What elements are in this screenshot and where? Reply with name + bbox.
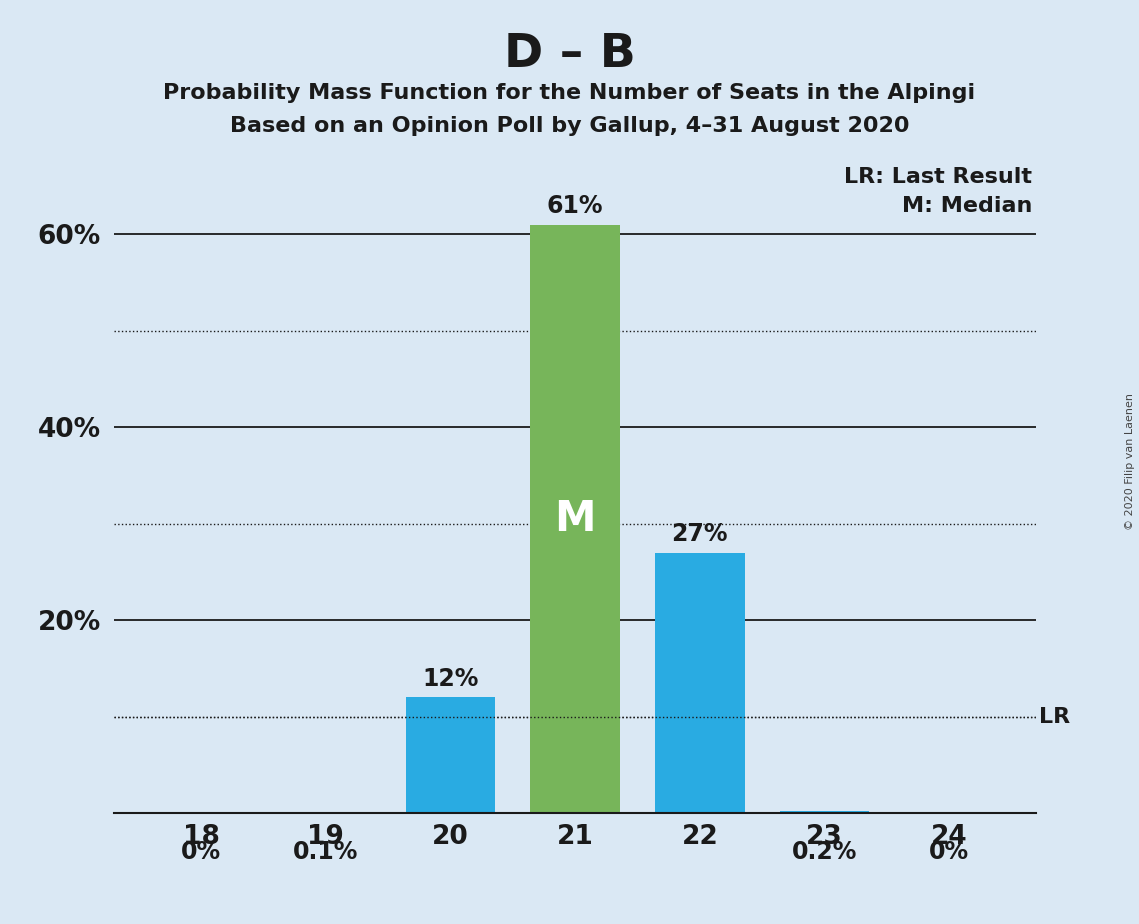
Text: LR: LR [1039, 707, 1071, 726]
Text: M: M [555, 498, 596, 540]
Bar [281, 812, 370, 813]
Text: Based on an Opinion Poll by Gallup, 4–31 August 2020: Based on an Opinion Poll by Gallup, 4–31… [230, 116, 909, 136]
Bar [780, 811, 869, 813]
Text: 0.2%: 0.2% [792, 840, 858, 864]
Text: D – B: D – B [503, 32, 636, 78]
Text: 0%: 0% [929, 840, 969, 864]
Text: 0.1%: 0.1% [293, 840, 359, 864]
Text: 27%: 27% [672, 522, 728, 546]
Text: 61%: 61% [547, 194, 604, 218]
Text: 12%: 12% [423, 666, 478, 690]
Bar [655, 553, 745, 813]
Text: M: Median: M: Median [901, 197, 1032, 216]
Bar [531, 225, 620, 813]
Text: © 2020 Filip van Laenen: © 2020 Filip van Laenen [1125, 394, 1134, 530]
Text: Probability Mass Function for the Number of Seats in the Alpingi: Probability Mass Function for the Number… [163, 83, 976, 103]
Text: LR: Last Result: LR: Last Result [844, 167, 1032, 187]
Text: 0%: 0% [181, 840, 221, 864]
Bar [405, 698, 495, 813]
